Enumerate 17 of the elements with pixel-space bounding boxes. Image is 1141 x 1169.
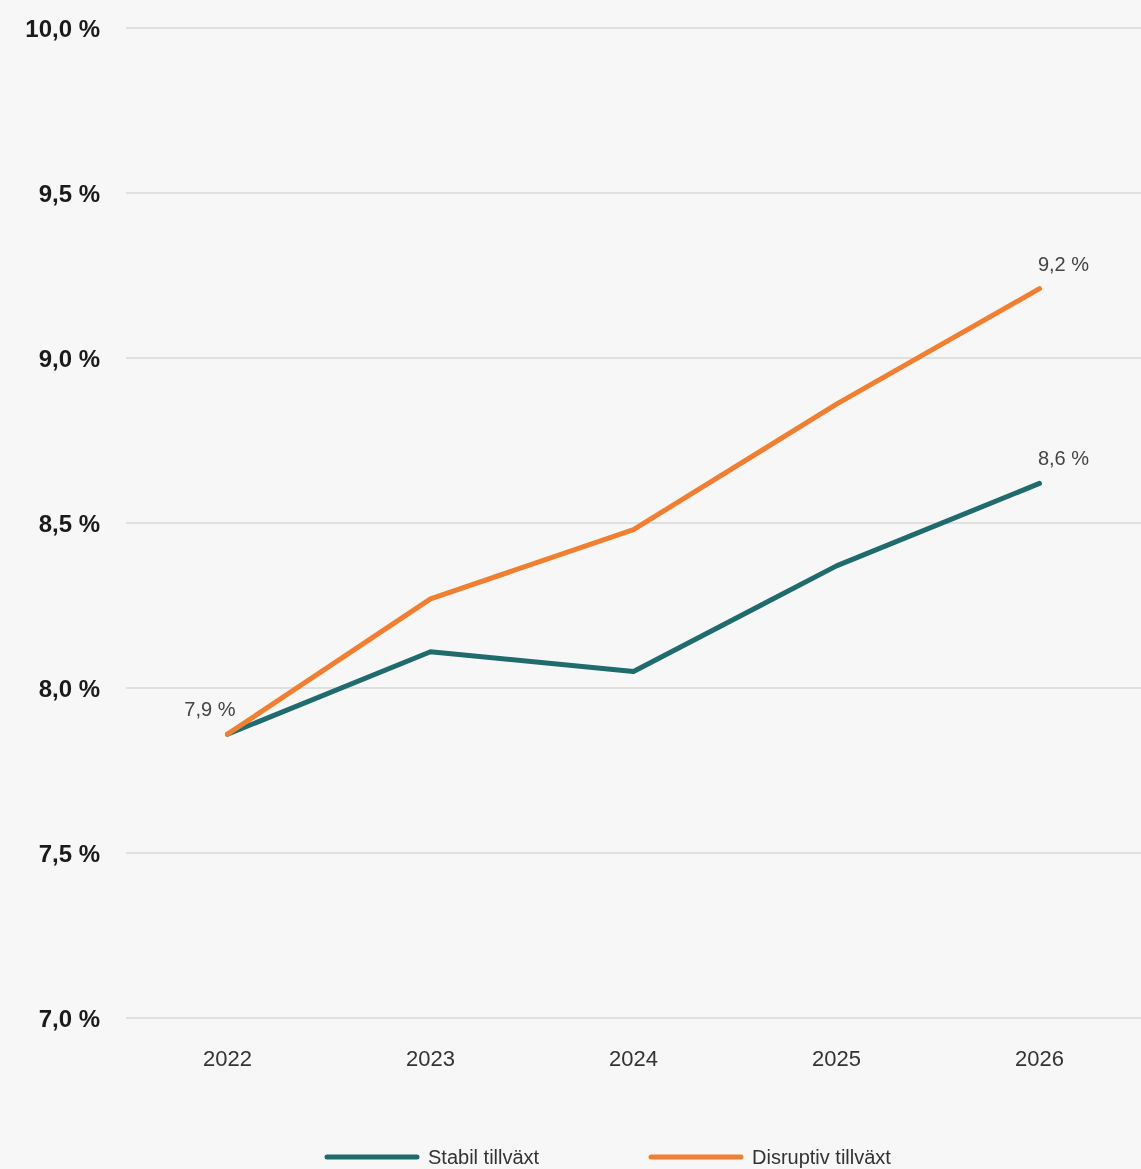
- x-tick-label: 2022: [203, 1045, 252, 1071]
- annotation: 7,9 %: [184, 698, 236, 721]
- y-tick-label: 7,5 %: [38, 839, 100, 867]
- annotation: 8,6 %: [1037, 447, 1090, 470]
- y-tick-label: 8,5 %: [38, 509, 100, 537]
- y-tick-label: 7,0 %: [38, 1004, 100, 1032]
- y-tick-label: 9,5 %: [38, 179, 100, 207]
- legend-label: Disruptiv tillväxt: [752, 1146, 892, 1168]
- x-tick-label: 2024: [609, 1045, 658, 1071]
- x-tick-label: 2023: [406, 1045, 455, 1071]
- x-tick-label: 2026: [1015, 1045, 1064, 1071]
- legend-label: Stabil tillväxt: [428, 1146, 540, 1168]
- y-tick-label: 9,0 %: [38, 344, 100, 372]
- annotation: 9,2 %: [1037, 252, 1090, 275]
- y-tick-label: 8,0 %: [38, 674, 100, 702]
- y-tick-label: 10,0 %: [25, 14, 100, 42]
- x-tick-label: 2025: [812, 1045, 861, 1071]
